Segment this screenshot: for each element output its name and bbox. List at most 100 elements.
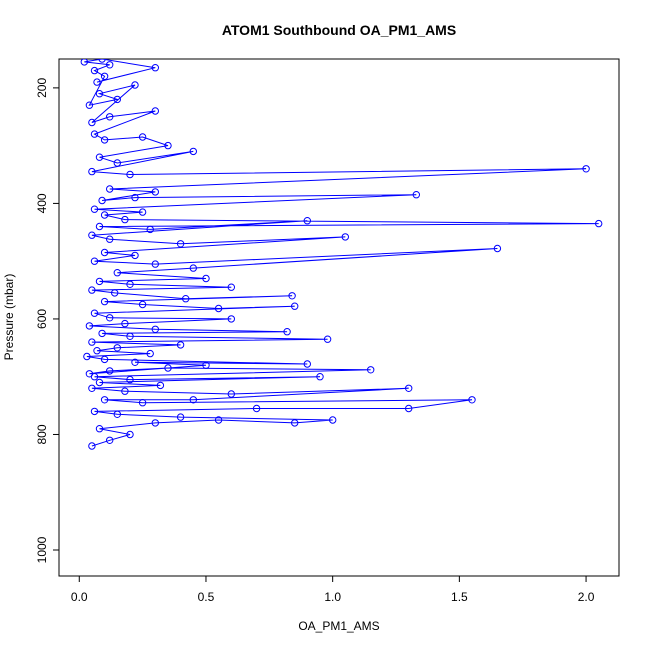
plot-area: 0.0 0.5 1.0 1.5 2.0 200 400 600 800 1000 bbox=[35, 58, 620, 604]
data-point bbox=[176, 341, 185, 349]
data-point bbox=[111, 289, 119, 297]
data-point bbox=[121, 387, 129, 395]
data-point bbox=[341, 233, 349, 241]
y-tick-label: 800 bbox=[35, 424, 49, 444]
data-point bbox=[316, 373, 324, 381]
data-point bbox=[83, 352, 91, 361]
data-point bbox=[202, 361, 210, 369]
data-point bbox=[202, 274, 210, 283]
data-point bbox=[138, 133, 147, 141]
data-point bbox=[95, 425, 104, 433]
data-point bbox=[138, 208, 147, 216]
data-point bbox=[323, 335, 332, 343]
data-point bbox=[98, 196, 106, 205]
data-point bbox=[126, 430, 134, 439]
data-point bbox=[291, 302, 299, 310]
data-point bbox=[595, 219, 603, 228]
data-point bbox=[156, 381, 165, 390]
data-point bbox=[146, 349, 154, 358]
y-tick-label: 400 bbox=[35, 193, 49, 213]
data-point bbox=[468, 396, 476, 404]
data-point bbox=[90, 130, 99, 138]
data-point bbox=[100, 211, 109, 219]
data-point bbox=[90, 407, 99, 416]
data-point bbox=[582, 165, 590, 173]
data-point bbox=[88, 338, 96, 346]
y-tick-label: 600 bbox=[35, 309, 49, 329]
data-point bbox=[90, 205, 99, 213]
data-point bbox=[106, 61, 114, 69]
data-point bbox=[126, 332, 134, 340]
data-point bbox=[100, 396, 109, 404]
data-point bbox=[80, 59, 88, 66]
data-point bbox=[131, 358, 139, 366]
data-point bbox=[138, 399, 147, 407]
data-point bbox=[100, 136, 109, 144]
data-point bbox=[106, 113, 114, 121]
data-point bbox=[113, 159, 122, 167]
data-point bbox=[164, 141, 172, 150]
data-point bbox=[106, 436, 114, 444]
data-point bbox=[121, 319, 129, 328]
data-layer bbox=[80, 59, 603, 450]
x-tick-label: 1.5 bbox=[451, 590, 468, 604]
data-point bbox=[214, 416, 223, 424]
data-point bbox=[176, 413, 185, 421]
data-point bbox=[189, 264, 198, 272]
data-point bbox=[189, 147, 198, 156]
data-point bbox=[164, 364, 172, 372]
data-point bbox=[98, 59, 106, 63]
data-point bbox=[146, 225, 154, 234]
data-point bbox=[126, 170, 134, 179]
data-point bbox=[98, 329, 106, 338]
data-point bbox=[100, 248, 109, 257]
data-point bbox=[95, 378, 104, 387]
data-point bbox=[367, 366, 375, 374]
data-point bbox=[151, 188, 160, 196]
data-point bbox=[131, 193, 139, 202]
data-point bbox=[85, 322, 94, 330]
data-point bbox=[131, 251, 139, 260]
data-point bbox=[100, 355, 109, 364]
data-point bbox=[88, 384, 96, 392]
data-point bbox=[131, 81, 139, 89]
data-point bbox=[95, 153, 104, 161]
x-tick-label: 0.0 bbox=[71, 590, 88, 604]
data-point bbox=[151, 107, 160, 115]
y-tick-label: 1000 bbox=[35, 536, 49, 563]
data-point bbox=[95, 222, 104, 231]
data-point bbox=[90, 66, 99, 75]
data-point bbox=[303, 360, 311, 368]
data-point bbox=[113, 410, 122, 418]
data-point bbox=[113, 95, 122, 104]
x-tick-label: 1.0 bbox=[324, 590, 341, 604]
data-point bbox=[106, 314, 114, 322]
data-point bbox=[151, 64, 160, 72]
data-point bbox=[405, 384, 413, 392]
data-point bbox=[113, 269, 122, 277]
data-point bbox=[291, 419, 299, 427]
x-tick-label: 2.0 bbox=[578, 590, 595, 604]
data-point bbox=[405, 404, 413, 413]
data-point bbox=[182, 295, 190, 303]
data-point bbox=[126, 375, 134, 384]
data-point bbox=[90, 309, 99, 317]
data-point bbox=[95, 90, 104, 98]
data-point bbox=[88, 167, 96, 176]
data-point bbox=[126, 280, 134, 288]
data-point bbox=[106, 185, 114, 193]
data-point bbox=[90, 257, 99, 265]
data-point bbox=[227, 315, 236, 323]
data-point bbox=[88, 286, 96, 294]
data-point bbox=[151, 260, 160, 268]
data-point bbox=[113, 344, 122, 352]
y-tick-label: 200 bbox=[35, 78, 49, 98]
data-point bbox=[121, 215, 129, 224]
data-point bbox=[176, 240, 185, 248]
data-point bbox=[85, 101, 94, 109]
data-point bbox=[95, 277, 104, 286]
data-point bbox=[106, 235, 114, 243]
data-point bbox=[88, 118, 96, 127]
data-point bbox=[151, 325, 160, 333]
